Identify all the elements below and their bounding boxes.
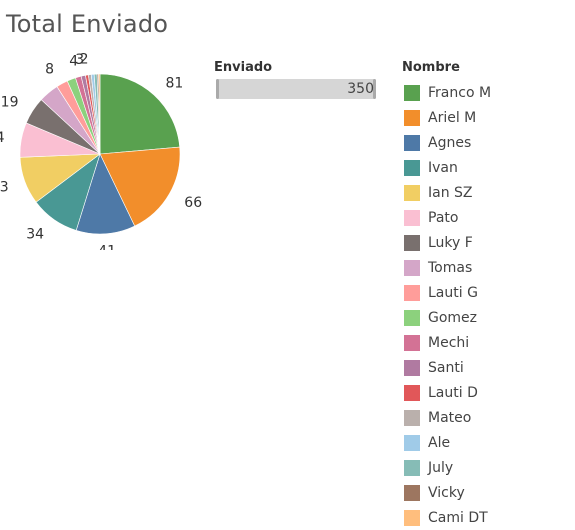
legend-swatch — [404, 134, 420, 151]
legend-label: Pato — [428, 209, 459, 226]
legend-swatch — [404, 109, 420, 126]
pie-label-ian-sz: 33 — [0, 180, 9, 196]
legend-label: Lauti D — [428, 384, 478, 401]
pie-label-ivan: 34 — [26, 226, 44, 242]
legend-swatch — [404, 159, 420, 176]
slider-handle-left[interactable] — [216, 79, 219, 99]
pie-slice-cami-dt[interactable] — [98, 73, 101, 155]
legend-label: Agnes — [428, 134, 472, 151]
legend-swatch — [404, 459, 420, 476]
legend-swatch — [404, 209, 420, 226]
legend-swatch — [404, 234, 420, 251]
legend-label: Tomas — [428, 259, 473, 276]
legend-item[interactable]: Ale — [404, 430, 491, 455]
legend-label: Ariel M — [428, 109, 477, 126]
pie-label-luky-f: 19 — [1, 95, 19, 111]
range-slider[interactable]: 350 — [216, 79, 376, 99]
legend-label: Mateo — [428, 409, 472, 426]
legend-label: July — [428, 459, 454, 476]
legend-item[interactable]: Mateo — [404, 405, 491, 430]
pie-label-lauti-d: 2 — [80, 51, 89, 67]
pie-slice-agnes[interactable] — [75, 153, 136, 235]
legend-swatch — [404, 259, 420, 276]
pie-label-franco-m: 81 — [166, 76, 184, 92]
legend-item[interactable]: Franco M — [404, 80, 491, 105]
legend-title: Nombre — [402, 60, 460, 75]
pie-label-pato: 24 — [0, 130, 5, 146]
legend-label: Luky F — [428, 234, 473, 251]
legend-item[interactable]: Agnes — [404, 130, 491, 155]
legend-swatch — [404, 84, 420, 101]
legend-item[interactable]: Ariel M — [404, 105, 491, 130]
legend-label: Gomez — [428, 309, 478, 326]
legend-item[interactable]: Luky F — [404, 230, 491, 255]
legend-item[interactable]: Cami DT — [404, 505, 491, 530]
pie-slice-ariel-m[interactable] — [99, 146, 181, 227]
legend-item[interactable]: Santi — [404, 355, 491, 380]
legend-item[interactable]: Mechi — [404, 330, 491, 355]
filter-title: Enviado — [214, 60, 273, 75]
pie-label-agnes: 41 — [98, 244, 116, 250]
pie-slice-franco-m[interactable] — [99, 73, 181, 155]
legend-swatch — [404, 309, 420, 326]
legend-swatch — [404, 359, 420, 376]
legend-label: Franco M — [428, 84, 492, 101]
legend-label: Ivan — [428, 159, 458, 176]
legend-swatch — [404, 284, 420, 301]
legend-item[interactable]: July — [404, 455, 491, 480]
pie-label-mechi: 4 — [69, 54, 78, 70]
legend-label: Cami DT — [428, 509, 488, 526]
legend-label: Vicky — [428, 484, 465, 501]
pie-label-ariel-m: 66 — [184, 195, 202, 211]
legend-item[interactable]: Vicky — [404, 480, 491, 505]
legend-label: Lauti G — [428, 284, 478, 301]
legend-item[interactable]: Gomez — [404, 305, 491, 330]
legend-swatch — [404, 509, 420, 526]
legend-swatch — [404, 434, 420, 451]
legend-item[interactable]: Ivan — [404, 155, 491, 180]
legend-swatch — [404, 334, 420, 351]
slider-value: 350 — [347, 81, 374, 97]
legend-swatch — [404, 384, 420, 401]
legend-item[interactable]: Tomas — [404, 255, 491, 280]
pie-label-lauti-g: 8 — [45, 62, 54, 78]
legend-label: Ale — [428, 434, 451, 451]
legend-swatch — [404, 184, 420, 201]
legend-label: Santi — [428, 359, 464, 376]
legend-item[interactable]: Lauti G — [404, 280, 491, 305]
legend-item[interactable]: Lauti D — [404, 380, 491, 405]
legend: Franco M Ariel M Agnes Ivan Ian SZ Pato Luky F… — [404, 80, 491, 530]
legend-label: Mechi — [428, 334, 470, 351]
slider-handle-right[interactable] — [373, 79, 376, 99]
legend-label: Ian SZ — [428, 184, 473, 201]
legend-item[interactable]: Pato — [404, 205, 491, 230]
chart-title: Total Enviado — [6, 10, 169, 38]
legend-swatch — [404, 484, 420, 501]
legend-swatch — [404, 409, 420, 426]
pie-label-santi: 3 — [75, 52, 84, 68]
legend-item[interactable]: Ian SZ — [404, 180, 491, 205]
